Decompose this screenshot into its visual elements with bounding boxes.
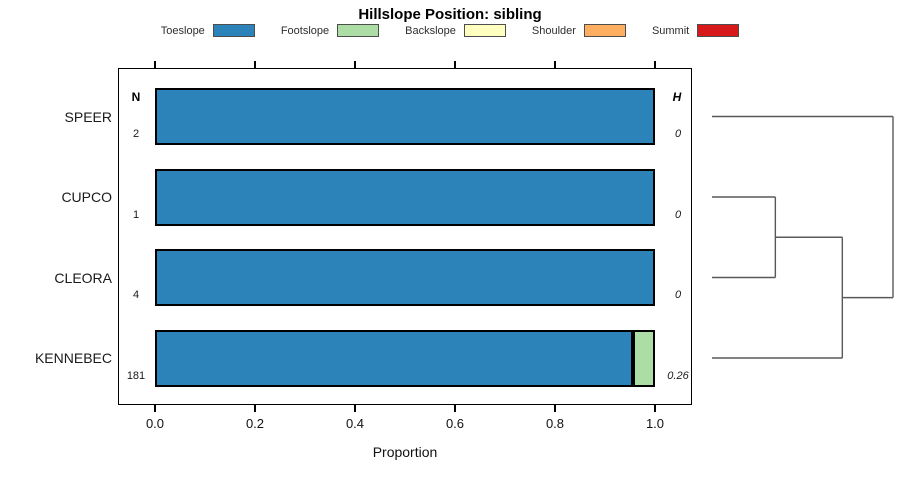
bar-segment-toeslope <box>155 249 655 306</box>
n-value: 4 <box>132 289 140 301</box>
legend: Toeslope Footslope Backslope Shoulder Summit <box>0 24 900 37</box>
legend-item: Backslope <box>405 24 506 37</box>
x-tick-top <box>354 61 356 68</box>
row-label: KENNEBEC <box>34 350 112 366</box>
h-value: 0 <box>674 289 682 301</box>
bar-segment-toeslope <box>155 168 655 226</box>
x-tick-label: 0.4 <box>345 416 365 431</box>
legend-item-label: Backslope <box>405 24 456 37</box>
row-label: CUPCO <box>61 189 112 205</box>
legend-swatch-shoulder <box>583 24 626 37</box>
plot-frame <box>118 68 692 405</box>
n-value: 2 <box>132 128 140 140</box>
h-value: 0.26 <box>667 369 689 382</box>
x-tick-top <box>154 61 156 68</box>
h-value: 0 <box>674 128 682 140</box>
x-tick-bottom <box>254 405 256 412</box>
n-value: 1 <box>132 208 140 221</box>
x-tick-top <box>254 61 256 68</box>
legend-swatch-footslope <box>337 24 380 37</box>
bar-segment-footslope <box>633 329 655 387</box>
x-tick-top <box>554 61 556 68</box>
bar-segment-toeslope <box>155 88 655 145</box>
x-axis-label: Proportion <box>372 444 438 460</box>
x-tick-top <box>454 61 456 68</box>
x-tick-bottom <box>154 405 156 412</box>
chart-title: Hillslope Position: sibling <box>358 6 542 23</box>
x-tick-top <box>654 61 656 68</box>
x-tick-bottom <box>354 405 356 412</box>
legend-swatch-summit <box>697 24 740 37</box>
legend-item: Toeslope <box>161 24 255 37</box>
n-column-header: N <box>131 90 141 104</box>
x-tick-bottom <box>554 405 556 412</box>
legend-item-label: Footslope <box>280 24 330 37</box>
legend-swatch-backslope <box>463 24 506 37</box>
h-value: 0 <box>674 208 682 221</box>
legend-item-label: Toeslope <box>160 24 205 37</box>
h-column-header: H <box>672 90 682 104</box>
row-label: CLEORA <box>54 269 112 286</box>
legend-swatch-toeslope <box>212 24 255 37</box>
legend-item: Footslope <box>280 24 380 37</box>
row-label: SPEER <box>64 108 112 125</box>
x-tick-bottom <box>654 405 656 412</box>
x-tick-label: 0.6 <box>445 416 465 431</box>
legend-item: Summit <box>651 24 740 37</box>
legend-item-label: Summit <box>651 24 690 37</box>
bar-segment-toeslope <box>155 329 633 387</box>
x-tick-label: 0.2 <box>245 416 265 431</box>
x-tick-label: 0.0 <box>145 416 165 431</box>
legend-item-label: Shoulder <box>531 24 576 37</box>
n-value: 181 <box>126 369 146 382</box>
legend-item: Shoulder <box>532 24 626 37</box>
x-tick-label: 1.0 <box>645 416 665 431</box>
x-tick-bottom <box>454 405 456 412</box>
x-tick-label: 0.8 <box>545 416 565 431</box>
